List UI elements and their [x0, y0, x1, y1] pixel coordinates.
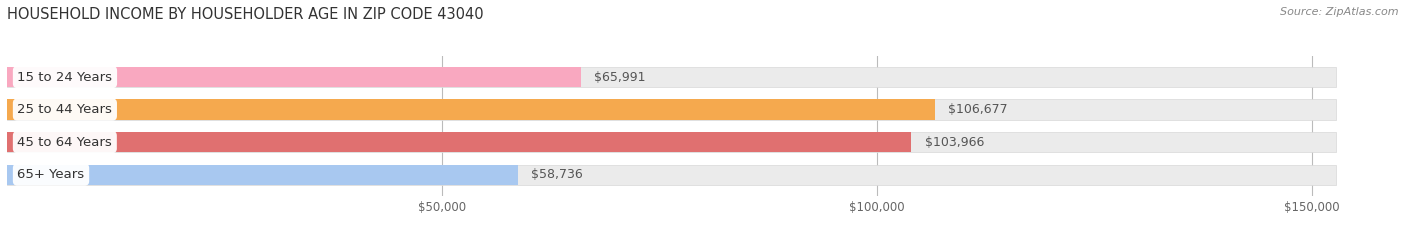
- Text: Source: ZipAtlas.com: Source: ZipAtlas.com: [1281, 7, 1399, 17]
- Bar: [7, 67, 1336, 87]
- Bar: [7, 67, 581, 87]
- Text: $103,966: $103,966: [925, 136, 984, 149]
- Text: 65+ Years: 65+ Years: [17, 168, 84, 181]
- Text: HOUSEHOLD INCOME BY HOUSEHOLDER AGE IN ZIP CODE 43040: HOUSEHOLD INCOME BY HOUSEHOLDER AGE IN Z…: [7, 7, 484, 22]
- Bar: [7, 164, 1336, 185]
- Bar: [7, 164, 517, 185]
- Text: 45 to 64 Years: 45 to 64 Years: [17, 136, 112, 149]
- Text: $106,677: $106,677: [948, 103, 1008, 116]
- Text: $58,736: $58,736: [531, 168, 583, 181]
- Bar: [7, 132, 1336, 152]
- Text: $65,991: $65,991: [595, 71, 645, 84]
- Text: 15 to 24 Years: 15 to 24 Years: [17, 71, 112, 84]
- Text: 25 to 44 Years: 25 to 44 Years: [17, 103, 112, 116]
- Bar: [7, 132, 911, 152]
- Bar: [7, 99, 935, 120]
- Bar: [7, 99, 1336, 120]
